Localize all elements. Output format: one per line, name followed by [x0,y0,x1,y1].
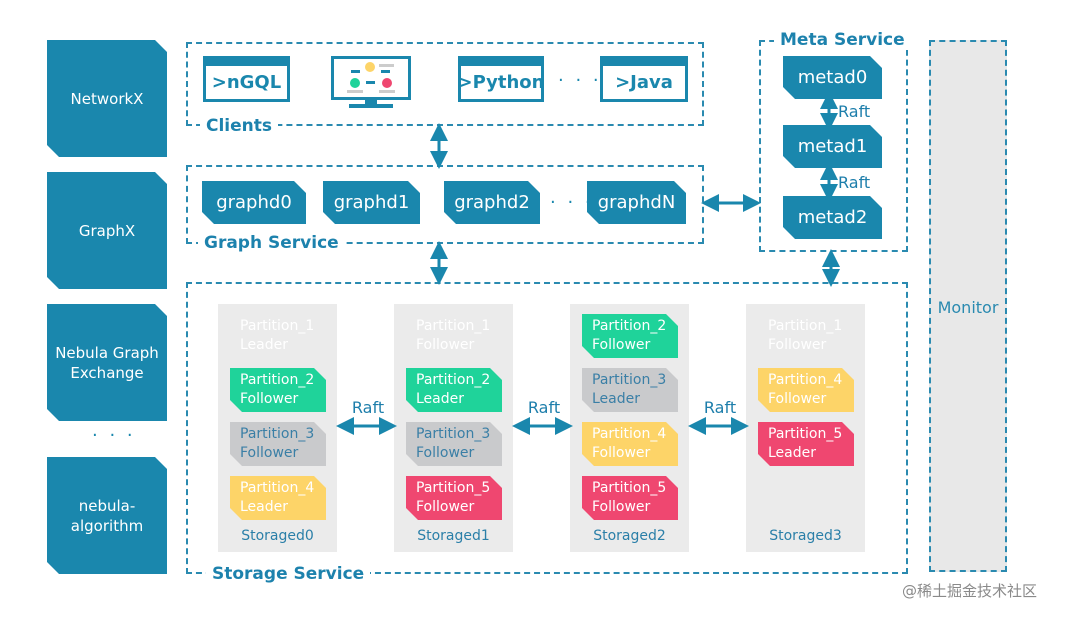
storage-service-label: Storage Service [206,564,371,584]
partition-role: Leader [416,391,465,407]
partition-name: Partition_5 [768,426,843,442]
partition-name: Partition_1 [240,318,315,334]
graphd-node: graphd0 [202,181,306,224]
partition-box: Partition_5 Follower [406,476,502,520]
partition-role: Leader [240,499,289,515]
partition-role: Follower [592,499,651,515]
partition-role: Follower [592,445,651,461]
partition-box: Partition_2 Follower [230,368,326,412]
partition-name: Partition_4 [240,480,315,496]
partition-name: Partition_2 [592,318,667,334]
partition-name: Partition_1 [416,318,491,334]
storage-node: Partition_2 Follower Partition_3 Leader Part… [570,304,689,552]
storage-node-label: Storaged2 [593,528,666,544]
metad-node: metad2 [783,196,882,239]
client-java: >Java [600,56,688,102]
partition-name: Partition_3 [592,372,667,388]
graph-service-label: Graph Service [198,233,345,253]
clients-ellipsis: · · · [558,70,602,91]
storage-node: Partition_1 Leader Partition_2 Follower Part… [218,304,337,552]
partition-box: Partition_4 Leader [230,476,326,520]
graphd-node: graphd1 [323,181,420,224]
partition-name: Partition_4 [768,372,843,388]
monitor-label: Monitor [937,298,999,317]
monitor-panel: Monitor [929,40,1007,572]
partition-box: Partition_3 Follower [230,422,326,466]
partition-box: Partition_2 Leader [406,368,502,412]
storage-node-label: Storaged0 [241,528,314,544]
partition-role: Follower [768,337,827,353]
partition-name: Partition_4 [592,426,667,442]
partition-role: Follower [768,391,827,407]
partition-name: Partition_2 [240,372,315,388]
meta-raft-label: Raft [838,173,871,192]
partition-box: Partition_4 Follower [582,422,678,466]
partition-role: Leader [768,445,817,461]
storage-node: Partition_1 Follower Partition_2 Leader Part… [394,304,513,552]
partition-role: Leader [240,337,289,353]
partition-box: Partition_2 Follower [582,314,678,358]
tool-box: Nebula Graph Exchange [47,304,167,421]
storage-service-group [186,282,908,574]
storage-raft-label: Raft [527,398,561,417]
studio-monitor-icon [331,56,411,110]
partition-box: Partition_1 Leader [230,314,326,358]
clients-label: Clients [200,116,279,136]
client-ngql: >nGQL [203,56,290,102]
partition-role: Follower [592,337,651,353]
meta-raft-label: Raft [838,102,871,121]
metad-node: metad1 [783,125,882,168]
tool-box: GraphX [47,172,167,289]
partition-box: Partition_3 Follower [406,422,502,466]
partition-name: Partition_1 [768,318,843,334]
partition-box: Partition_3 Leader [582,368,678,412]
storage-node-label: Storaged1 [417,528,490,544]
watermark: @稀土掘金技术社区 [902,582,1038,600]
client-python: >Python [458,56,544,102]
partition-role: Follower [416,499,475,515]
partition-box: Partition_5 Follower [582,476,678,520]
partition-role: Leader [592,391,641,407]
partition-role: Follower [240,391,299,407]
storage-raft-label: Raft [351,398,385,417]
left-ellipsis: · · · [92,425,136,446]
storage-raft-label: Raft [703,398,737,417]
partition-box: Partition_1 Follower [758,314,854,358]
storage-node: Partition_1 Follower Partition_4 Follower Pa… [746,304,865,552]
graphd-node: graphdN [587,181,686,224]
graphd-node: graphd2 [444,181,540,224]
partition-role: Follower [416,445,475,461]
partition-role: Follower [240,445,299,461]
graphd-ellipsis: · · · [550,192,594,213]
partition-role: Follower [416,337,475,353]
partition-box: Partition_5 Leader [758,422,854,466]
tool-box: nebula-algorithm [47,457,167,574]
meta-service-label: Meta Service [774,30,911,50]
partition-name: Partition_3 [240,426,315,442]
partition-box: Partition_4 Follower [758,368,854,412]
partition-name: Partition_3 [416,426,491,442]
partition-box: Partition_1 Follower [406,314,502,358]
storage-node-label: Storaged3 [769,528,842,544]
tool-box: NetworkX [47,40,167,157]
partition-name: Partition_5 [592,480,667,496]
partition-name: Partition_2 [416,372,491,388]
partition-name: Partition_5 [416,480,491,496]
